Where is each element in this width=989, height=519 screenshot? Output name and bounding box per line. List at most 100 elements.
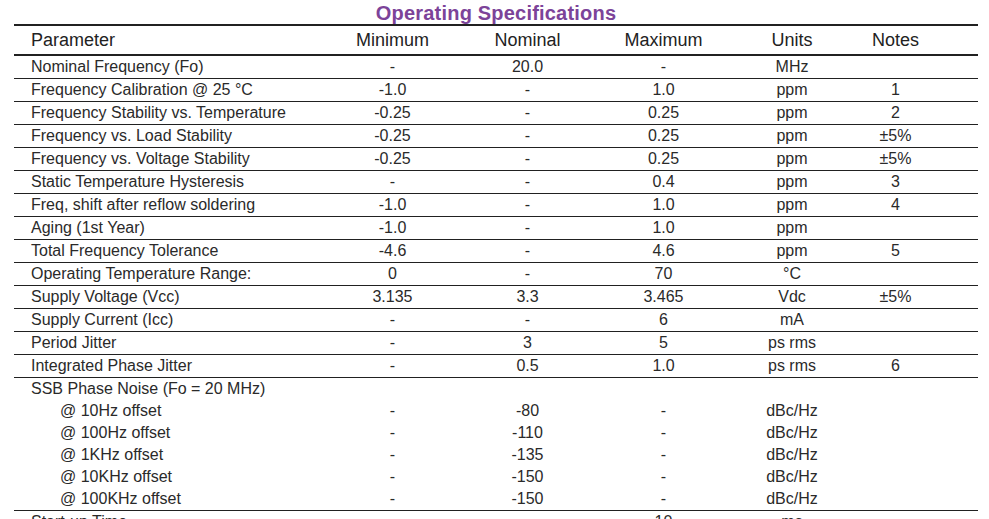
units-cell: dBc/Hz [727, 444, 857, 466]
notes-cell: 2 [857, 102, 978, 125]
minimum-cell: - [330, 355, 455, 378]
table-row: Static Temperature Hysteresis--0.4ppm3 [14, 171, 978, 194]
minimum-cell: 3.135 [330, 286, 455, 309]
table-row: @ 10KHz offset--150-dBc/Hz [14, 466, 978, 488]
units-cell: ppm [727, 194, 857, 217]
nominal-cell: 20.0 [455, 55, 600, 79]
notes-cell [857, 309, 978, 332]
parameter-cell: @ 10KHz offset [14, 466, 330, 488]
parameter-cell: SSB Phase Noise (Fo = 20 MHz) [14, 378, 330, 401]
minimum-cell: - [330, 55, 455, 79]
notes-cell [857, 263, 978, 286]
maximum-cell: 1.0 [600, 355, 727, 378]
maximum-cell: 6 [600, 309, 727, 332]
notes-cell: 1 [857, 79, 978, 102]
units-cell: ps rms [727, 332, 857, 355]
nominal-cell: 3.3 [455, 286, 600, 309]
notes-cell [857, 400, 978, 422]
parameter-cell: Period Jitter [14, 332, 330, 355]
table-row: Integrated Phase Jitter-0.51.0ps rms6 [14, 355, 978, 378]
maximum-cell: 0.25 [600, 148, 727, 171]
units-cell: dBc/Hz [727, 422, 857, 444]
minimum-cell: - [330, 171, 455, 194]
parameter-cell: Supply Current (Icc) [14, 309, 330, 332]
minimum-cell: - [330, 332, 455, 355]
column-header-notes: Notes [857, 25, 978, 55]
minimum-cell: - [330, 511, 455, 519]
parameter-cell: Supply Voltage (Vcc) [14, 286, 330, 309]
units-cell [727, 378, 857, 401]
maximum-cell: 70 [600, 263, 727, 286]
parameter-cell: Integrated Phase Jitter [14, 355, 330, 378]
nominal-cell: - [455, 171, 600, 194]
maximum-cell: - [600, 55, 727, 79]
nominal-cell: - [455, 263, 600, 286]
parameter-cell: Frequency vs. Voltage Stability [14, 148, 330, 171]
maximum-cell: 5 [600, 332, 727, 355]
units-cell: ppm [727, 102, 857, 125]
units-cell: ppm [727, 217, 857, 240]
notes-cell: ±5% [857, 148, 978, 171]
parameter-cell: Frequency Stability vs. Temperature [14, 102, 330, 125]
parameter-cell: Freq, shift after reflow soldering [14, 194, 330, 217]
column-header-maximum: Maximum [600, 25, 727, 55]
maximum-cell: 1.0 [600, 79, 727, 102]
parameter-cell: Frequency Calibration @ 25 °C [14, 79, 330, 102]
notes-cell [857, 466, 978, 488]
nominal-cell: -150 [455, 466, 600, 488]
nominal-cell: -135 [455, 444, 600, 466]
minimum-cell: - [330, 488, 455, 511]
parameter-cell: Nominal Frequency (Fo) [14, 55, 330, 79]
spec-table-body: Nominal Frequency (Fo)-20.0-MHzFrequency… [14, 55, 978, 519]
nominal-cell: - [455, 102, 600, 125]
notes-cell [857, 444, 978, 466]
maximum-cell: 0.4 [600, 171, 727, 194]
units-cell: dBc/Hz [727, 466, 857, 488]
notes-cell [857, 55, 978, 79]
minimum-cell: - [330, 444, 455, 466]
nominal-cell: -110 [455, 422, 600, 444]
minimum-cell: -4.6 [330, 240, 455, 263]
nominal-cell: - [455, 79, 600, 102]
units-cell: ms [727, 511, 857, 519]
parameter-cell: Aging (1st Year) [14, 217, 330, 240]
notes-cell [857, 378, 978, 401]
column-header-units: Units [727, 25, 857, 55]
minimum-cell: -1.0 [330, 217, 455, 240]
parameter-cell: Static Temperature Hysteresis [14, 171, 330, 194]
notes-cell: 6 [857, 355, 978, 378]
maximum-cell: 1.0 [600, 217, 727, 240]
datasheet-page: Operating Specifications Parameter Minim… [0, 0, 989, 519]
table-row: Total Frequency Tolerance-4.6-4.6ppm5 [14, 240, 978, 263]
maximum-cell: 10 [600, 511, 727, 519]
table-row: @ 10Hz offset--80-dBc/Hz [14, 400, 978, 422]
maximum-cell [600, 378, 727, 401]
table-row: Frequency Calibration @ 25 °C-1.0-1.0ppm… [14, 79, 978, 102]
units-cell: ppm [727, 79, 857, 102]
parameter-cell: @ 1KHz offset [14, 444, 330, 466]
table-row: Supply Voltage (Vcc)3.1353.33.465Vdc±5% [14, 286, 978, 309]
table-row: Start-up Time--10ms [14, 511, 978, 519]
nominal-cell [455, 378, 600, 401]
table-row: @ 100Hz offset--110-dBc/Hz [14, 422, 978, 444]
column-header-parameter: Parameter [14, 25, 330, 55]
maximum-cell: - [600, 400, 727, 422]
table-header-row: Parameter Minimum Nominal Maximum Units … [14, 25, 978, 55]
minimum-cell: - [330, 400, 455, 422]
parameter-cell: @ 100KHz offset [14, 488, 330, 511]
nominal-cell: -150 [455, 488, 600, 511]
maximum-cell: 3.465 [600, 286, 727, 309]
nominal-cell: -80 [455, 400, 600, 422]
table-row: @ 1KHz offset--135-dBc/Hz [14, 444, 978, 466]
page-title: Operating Specifications [14, 2, 978, 24]
table-row: Period Jitter-35ps rms [14, 332, 978, 355]
units-cell: ppm [727, 240, 857, 263]
minimum-cell: -0.25 [330, 148, 455, 171]
units-cell: Vdc [727, 286, 857, 309]
notes-cell: 3 [857, 171, 978, 194]
notes-cell [857, 511, 978, 519]
notes-cell [857, 217, 978, 240]
units-cell: °C [727, 263, 857, 286]
table-row: Nominal Frequency (Fo)-20.0-MHz [14, 55, 978, 79]
table-row: Freq, shift after reflow soldering-1.0-1… [14, 194, 978, 217]
